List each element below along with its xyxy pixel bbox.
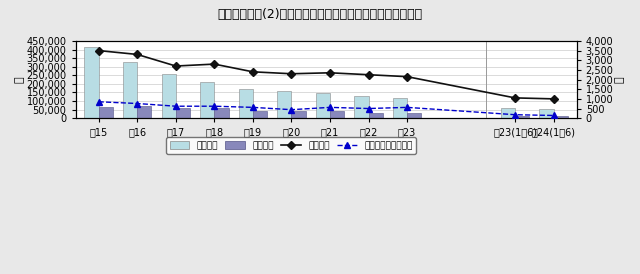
Bar [214, 108, 228, 118]
Bar [500, 107, 515, 118]
Bar [540, 109, 554, 118]
Bar [393, 98, 407, 118]
Bar [161, 74, 176, 118]
Text: 図表２－３－(2)－１　車上ねらいの認知・検挙状況の推移: 図表２－３－(2)－１ 車上ねらいの認知・検挙状況の推移 [218, 8, 422, 21]
Bar [84, 47, 99, 118]
Bar [137, 106, 152, 118]
Bar [239, 89, 253, 118]
Legend: 認知件数, 検挙件数, 検挙人員, うち少年の検挙人員: 認知件数, 検挙件数, 検挙人員, うち少年の検挙人員 [166, 138, 416, 154]
Bar [554, 116, 568, 118]
Bar [176, 108, 190, 118]
Bar [316, 93, 330, 118]
Bar [277, 91, 291, 118]
Bar [407, 113, 421, 118]
Bar [253, 111, 267, 118]
Y-axis label: 人: 人 [615, 76, 625, 83]
Bar [369, 113, 383, 118]
Bar [200, 82, 214, 118]
Bar [291, 111, 306, 118]
Bar [99, 107, 113, 118]
Bar [123, 62, 137, 118]
Bar [330, 111, 344, 118]
Bar [355, 96, 369, 118]
Y-axis label: 件: 件 [15, 76, 25, 83]
Bar [515, 116, 529, 118]
